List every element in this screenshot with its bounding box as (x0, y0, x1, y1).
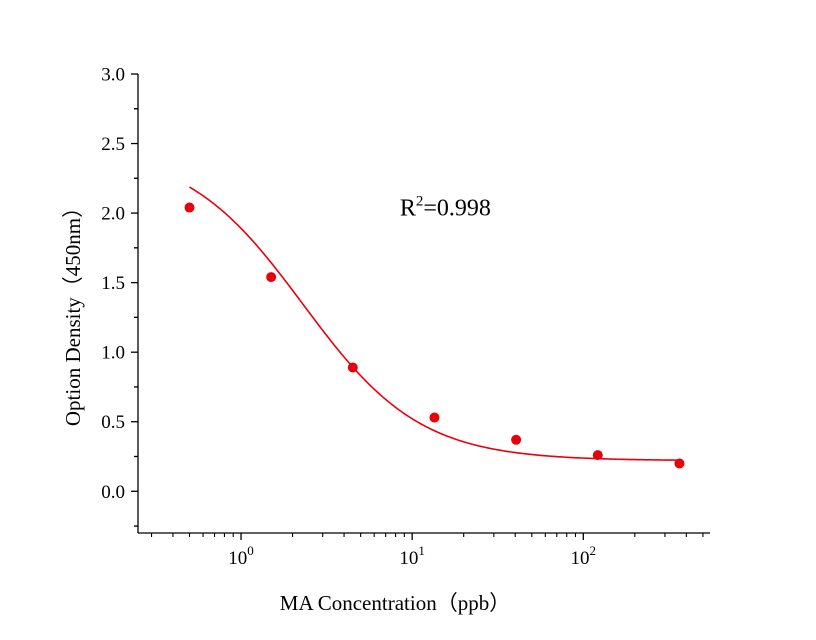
axes (131, 73, 710, 540)
data-points (184, 202, 685, 469)
x-tick-label: 101 (399, 543, 425, 569)
data-point (511, 434, 522, 445)
x-axis-title: MA Concentration（ppb） (280, 591, 510, 615)
y-tick-label: 2.5 (101, 134, 125, 155)
x-tick-label: 100 (228, 543, 253, 569)
data-point (674, 458, 685, 469)
y-tick-label: 1.0 (101, 343, 125, 364)
data-point (347, 362, 358, 373)
x-tick-label: 102 (571, 543, 597, 569)
y-tick-label: 0.5 (101, 412, 125, 433)
y-tick-label: 2.0 (101, 204, 125, 225)
y-axis-title: Option Density（450nm） (61, 197, 85, 426)
r-squared-annotation: R2=0.998 (400, 194, 491, 222)
data-point (266, 272, 277, 283)
y-tick-label: 1.5 (101, 273, 125, 294)
data-point (592, 450, 603, 461)
data-point (184, 202, 195, 213)
labels: 0.0 0.5 1.0 1.5 2.0 2.5 3.0 100 101 102 R2=0.998 MA… (61, 65, 596, 616)
y-tick-label: 3.0 (101, 65, 125, 86)
data-point (429, 412, 440, 423)
y-tick-label: 0.0 (101, 482, 125, 503)
